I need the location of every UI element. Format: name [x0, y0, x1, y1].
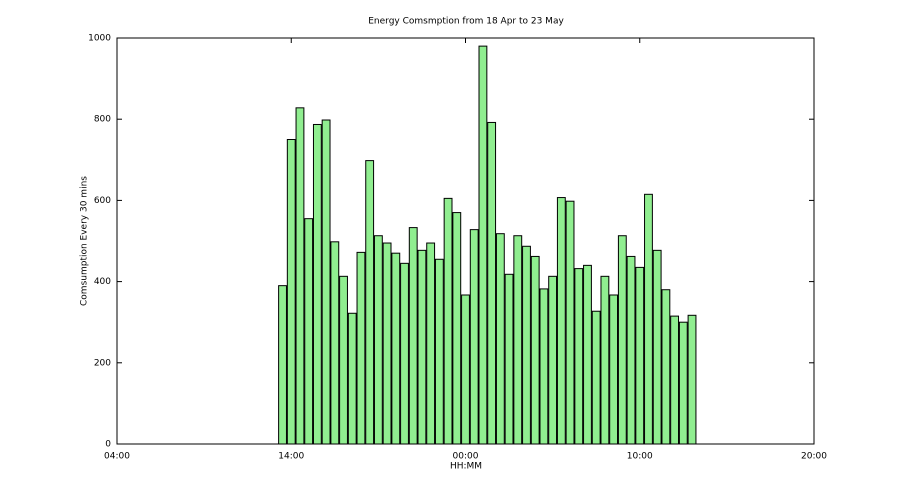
bar	[452, 212, 462, 445]
x-tick-label: 20:00	[801, 452, 827, 462]
bar	[609, 294, 619, 445]
bar	[443, 197, 453, 445]
bar	[635, 266, 645, 445]
bar	[321, 119, 331, 445]
bar	[652, 249, 662, 445]
bar	[687, 314, 697, 445]
bar	[495, 233, 505, 445]
bar	[670, 315, 680, 445]
chart-title: Energy Comsmption from 18 Apr to 23 May	[368, 17, 564, 27]
x-axis-label: HH:MM	[450, 462, 482, 472]
bar	[678, 321, 688, 445]
bar	[556, 197, 566, 445]
bar	[365, 160, 375, 445]
x-tick-label: 14:00	[278, 452, 304, 462]
y-tick-label: 600	[94, 196, 111, 206]
bar	[522, 245, 531, 445]
bar	[400, 262, 409, 445]
bar	[530, 255, 540, 445]
bar	[469, 229, 479, 445]
bar	[417, 249, 427, 445]
bar	[539, 288, 549, 445]
bar	[461, 294, 470, 445]
bar	[312, 123, 322, 445]
bar	[391, 252, 401, 445]
bar	[574, 268, 584, 445]
y-tick-label: 200	[94, 358, 111, 368]
bar	[347, 312, 357, 445]
bar	[617, 235, 627, 445]
bar	[286, 139, 296, 445]
y-tick-label: 0	[105, 440, 111, 450]
x-tick-label: 04:00	[104, 452, 130, 462]
bar	[278, 285, 287, 445]
y-tick-label: 800	[94, 115, 111, 125]
bar	[565, 200, 575, 445]
bar	[356, 251, 366, 445]
bar	[330, 241, 340, 445]
x-tick-label: 10:00	[627, 452, 653, 462]
bar	[548, 275, 558, 445]
bar	[295, 107, 305, 445]
bar	[434, 258, 444, 445]
bar	[504, 273, 514, 445]
bar	[513, 235, 523, 445]
bar	[304, 218, 314, 445]
y-tick-label: 1000	[88, 34, 111, 44]
bar	[478, 45, 488, 445]
bar	[408, 227, 418, 445]
bar	[591, 310, 601, 445]
y-axis-label: Comsumption Every 30 mins	[80, 176, 90, 306]
bar	[583, 264, 592, 445]
bar	[373, 235, 383, 445]
bar	[339, 275, 348, 445]
bar	[644, 193, 653, 445]
y-tick-label: 400	[94, 277, 111, 287]
bar	[426, 242, 436, 445]
bar	[487, 121, 497, 445]
bar	[600, 275, 610, 445]
x-tick-label: 00:00	[453, 452, 479, 462]
bar	[626, 255, 636, 445]
bar	[661, 289, 671, 445]
bar	[382, 242, 392, 445]
